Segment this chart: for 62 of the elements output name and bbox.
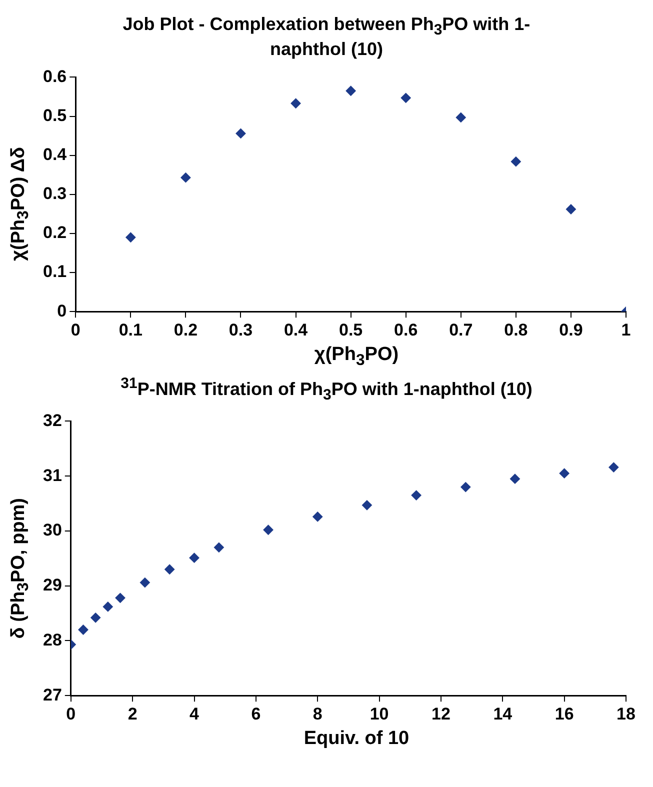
x-tick-label: 14: [493, 704, 513, 724]
x-tick-label: 6: [251, 704, 261, 724]
y-tick-label: 0.1: [42, 262, 67, 281]
x-tick-label: 16: [554, 704, 574, 724]
x-tick-label: 0.3: [228, 320, 253, 340]
chart-title: Job Plot - Complexation between Ph$_{3}$PO with 1-naphthol (10): [122, 14, 530, 59]
point: [411, 490, 422, 500]
point: [102, 602, 113, 612]
point: [456, 112, 466, 122]
x-tick-label: 0.2: [174, 320, 198, 340]
x-tick-label: 0.8: [504, 320, 528, 340]
y-tick-label: 0.5: [42, 106, 67, 125]
y-tick-label: 0.4: [42, 144, 68, 164]
y-tick-label: 0.3: [42, 184, 67, 203]
x-tick-label: 4: [190, 704, 200, 724]
x-tick-label: 10: [370, 704, 389, 724]
point: [189, 552, 200, 563]
point: [346, 85, 356, 96]
x-tick-label: 0.6: [394, 320, 418, 340]
x-tick-label: 0.7: [449, 320, 473, 340]
y-tick-label: 0.2: [42, 222, 67, 242]
y-tick-label: 30: [42, 520, 62, 540]
y-tick-label: 27: [42, 685, 62, 704]
x-tick-label: 0.4: [284, 320, 308, 340]
x-axis-title: Equiv. of 10: [302, 728, 410, 750]
y-tick-label: 0.6: [42, 66, 67, 86]
y-tick-label: 29: [42, 576, 62, 595]
point: [559, 468, 570, 478]
point: [78, 624, 88, 635]
point: [236, 128, 246, 138]
x-tick-label: 0.5: [338, 320, 363, 340]
x-tick-label: 0.1: [118, 320, 142, 340]
point: [608, 462, 619, 472]
x-tick-label: 0: [70, 320, 80, 340]
x-tick-label: 2: [128, 704, 138, 724]
chart-title: $^{31}$P-NMR Titration of Ph$_{3}$PO with 1-naphthol (10): [120, 374, 534, 406]
point: [290, 98, 301, 108]
x-tick-label: 12: [432, 704, 450, 724]
point: [164, 564, 175, 574]
y-tick-label: 31: [42, 466, 62, 485]
point: [140, 578, 150, 588]
point: [126, 232, 136, 242]
point: [115, 592, 126, 603]
y-tick-label: 32: [42, 410, 62, 430]
x-tick-label: 8: [312, 704, 322, 724]
point: [400, 92, 411, 102]
y-tick-label: 28: [42, 630, 62, 650]
point: [510, 474, 520, 484]
point: [312, 512, 323, 522]
x-tick-label: 1: [621, 320, 631, 340]
point: [263, 524, 274, 535]
point: [90, 612, 101, 623]
x-tick-label: 18: [616, 704, 636, 724]
point: [362, 500, 372, 510]
point: [460, 482, 471, 492]
point: [180, 172, 191, 182]
point: [566, 204, 576, 214]
x-tick-label: 0.9: [559, 320, 583, 340]
x-axis-title: χ(Ph$_{3}$PO): [313, 344, 400, 370]
y-tick-label: 0: [57, 300, 67, 320]
point: [510, 156, 521, 166]
point: [214, 542, 224, 552]
